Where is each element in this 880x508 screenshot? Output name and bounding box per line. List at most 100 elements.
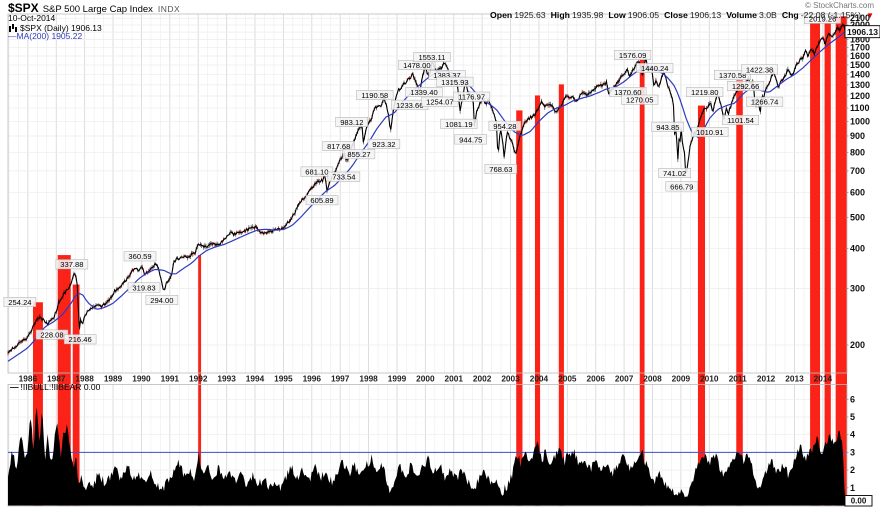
svg-text:817.68: 817.68 [327, 142, 350, 151]
axes: 1986 1987 1988 1989 1990 1991 1992 1993 1994 1995… [19, 13, 870, 493]
svg-text:2019.26: 2019.26 [809, 15, 836, 24]
volume-value: 3.0B [758, 10, 777, 20]
ma-legend-value: 1905.22 [51, 31, 83, 41]
symbol: $SPX [8, 1, 39, 15]
low-label: Low [608, 10, 626, 20]
chg-label: Chg [781, 10, 799, 20]
svg-text:1989: 1989 [104, 374, 123, 384]
svg-text:5: 5 [850, 412, 855, 422]
svg-text:1600: 1600 [850, 51, 870, 61]
svg-text:2001: 2001 [445, 374, 464, 384]
svg-text:2100: 2100 [850, 13, 870, 23]
indicator-panel [8, 407, 847, 506]
svg-text:954.28: 954.28 [493, 122, 516, 131]
svg-text:2002: 2002 [473, 374, 492, 384]
svg-text:1254.07: 1254.07 [426, 98, 453, 107]
svg-text:2: 2 [850, 465, 855, 475]
svg-text:681.10: 681.10 [305, 168, 328, 177]
svg-text:3: 3 [850, 447, 855, 457]
low-value: 1906.05 [627, 10, 660, 20]
close-label: Close [664, 10, 688, 20]
copyright: © StockCharts.com [804, 1, 874, 10]
svg-text:1010.91: 1010.91 [696, 128, 723, 137]
close-value: 1906.13 [689, 10, 722, 20]
svg-text:1987: 1987 [47, 374, 66, 384]
panel-borders [7, 13, 848, 507]
svg-text:2010: 2010 [700, 374, 719, 384]
svg-text:1176.97: 1176.97 [458, 93, 485, 102]
svg-text:1988: 1988 [75, 374, 94, 384]
svg-text:1996: 1996 [303, 374, 322, 384]
svg-text:1270.05: 1270.05 [626, 96, 653, 105]
svg-text:1400: 1400 [850, 70, 870, 80]
svg-text:1383.37: 1383.37 [433, 71, 460, 80]
exchange-tag: INDX [157, 4, 181, 14]
svg-text:1422.38: 1422.38 [746, 65, 773, 74]
high-value: 1935.98 [571, 10, 604, 20]
svg-text:2012: 2012 [757, 374, 776, 384]
candlestick-icon [9, 24, 17, 32]
svg-text:1986: 1986 [19, 374, 38, 384]
svg-text:605.89: 605.89 [310, 196, 333, 205]
volume-label: Volume [726, 10, 757, 20]
quote-row: Open 1925.63 High 1935.98 Low 1906.05 Close 190… [490, 10, 874, 21]
svg-text:2006: 2006 [586, 374, 605, 384]
svg-text:500: 500 [850, 213, 865, 223]
svg-text:1200: 1200 [850, 91, 870, 101]
svg-text:1190.58: 1190.58 [361, 91, 388, 100]
svg-text:1233.66: 1233.66 [396, 101, 423, 110]
svg-text:1992: 1992 [189, 374, 208, 384]
svg-text:1: 1 [850, 483, 855, 493]
indicator-legend: — !IIBULL:!IIBEAR 0.00 [10, 382, 100, 392]
svg-text:1000: 1000 [850, 116, 870, 126]
svg-text:800: 800 [850, 147, 865, 157]
svg-text:1219.80: 1219.80 [691, 88, 718, 97]
ma-line-swatch: — [8, 31, 17, 41]
open-label: Open [490, 10, 513, 20]
svg-text:4: 4 [850, 430, 855, 440]
svg-text:700: 700 [850, 166, 865, 176]
svg-text:300: 300 [850, 284, 865, 294]
svg-text:2008: 2008 [643, 374, 662, 384]
svg-text:1993: 1993 [217, 374, 236, 384]
svg-text:400: 400 [850, 244, 865, 254]
svg-text:1292.66: 1292.66 [732, 82, 759, 91]
svg-text:1500: 1500 [850, 60, 870, 70]
svg-text:1906.13: 1906.13 [847, 27, 878, 37]
svg-text:1997: 1997 [331, 374, 350, 384]
svg-text:1990: 1990 [132, 374, 151, 384]
svg-text:943.85: 943.85 [656, 123, 679, 132]
svg-text:200: 200 [850, 340, 865, 350]
svg-text:1440.24: 1440.24 [641, 64, 668, 73]
svg-text:1370.58: 1370.58 [719, 71, 746, 80]
svg-text:2000: 2000 [416, 374, 435, 384]
svg-text:923.32: 923.32 [372, 140, 395, 149]
chart-title-row: $SPX S&P 500 Large Cap Index INDX [8, 1, 181, 15]
svg-text:1081.19: 1081.19 [445, 120, 472, 129]
svg-text:1576.09: 1576.09 [619, 51, 646, 60]
svg-text:2000: 2000 [850, 20, 870, 30]
svg-text:733.54: 733.54 [332, 173, 355, 182]
svg-text:0.00: 0.00 [851, 497, 867, 506]
svg-text:1315.93: 1315.93 [441, 78, 468, 87]
svg-text:294.00: 294.00 [150, 296, 173, 305]
svg-text:983.12: 983.12 [340, 118, 363, 127]
svg-text:855.27: 855.27 [347, 150, 370, 159]
price-legend-label: $SPX (Daily) [20, 23, 69, 33]
open-value: 1925.63 [514, 10, 546, 20]
svg-text:1991: 1991 [161, 374, 180, 384]
svg-text:2011: 2011 [729, 374, 747, 384]
svg-text:1300: 1300 [850, 80, 870, 90]
index-name: S&P 500 Large Cap Index [42, 4, 153, 15]
svg-text:1266.74: 1266.74 [751, 98, 778, 107]
svg-text:1995: 1995 [274, 374, 293, 384]
svg-text:1700: 1700 [850, 43, 870, 53]
svg-text:1101.54: 1101.54 [727, 116, 754, 125]
svg-text:228.08: 228.08 [40, 331, 63, 340]
svg-text:2009: 2009 [672, 374, 691, 384]
svg-text:600: 600 [850, 187, 865, 197]
svg-text:2013: 2013 [785, 374, 804, 384]
svg-text:360.59: 360.59 [128, 252, 151, 261]
